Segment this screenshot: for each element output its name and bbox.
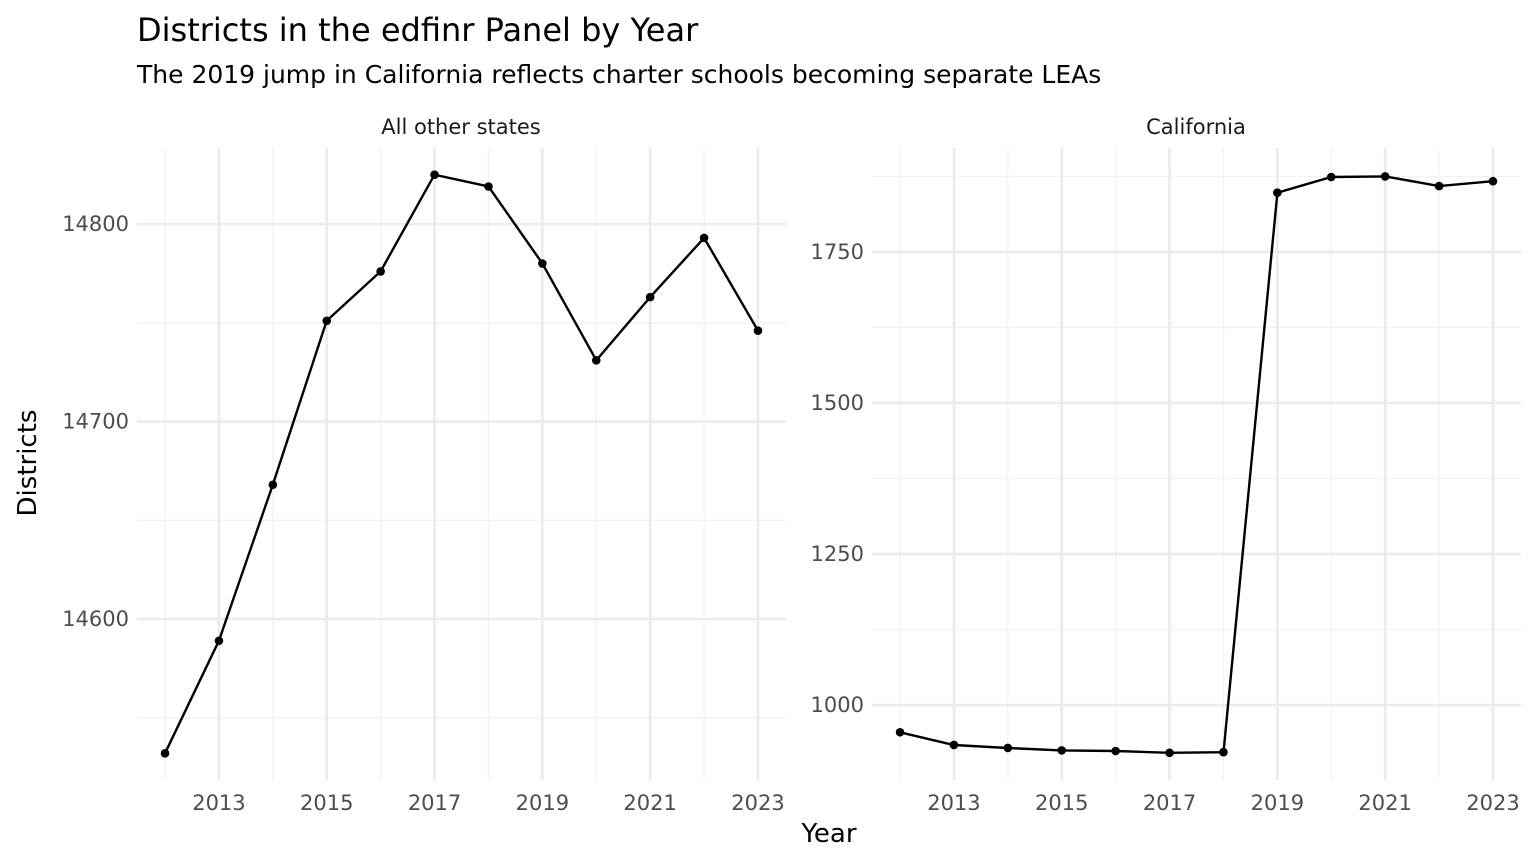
data-point <box>753 326 763 335</box>
x-tick-label: 2013 <box>927 791 980 815</box>
y-tick-label: 1000 <box>811 693 864 717</box>
data-point <box>1434 181 1444 191</box>
data-point <box>160 749 170 758</box>
data-point <box>430 170 439 179</box>
series-line <box>899 175 1494 755</box>
data-point <box>484 182 493 191</box>
data-point <box>895 727 905 737</box>
data-point <box>1380 172 1390 181</box>
data-point <box>268 480 278 490</box>
data-point <box>1273 188 1282 198</box>
y-tick-label: 14800 <box>62 212 129 236</box>
y-tick-label: 14700 <box>62 410 129 434</box>
panel-other-states: 14600 14700 14800 2013 2015 2017 2019 2021 2023 <box>62 148 786 815</box>
data-point <box>1488 176 1498 186</box>
data-point <box>949 740 959 750</box>
data-point <box>1219 747 1228 757</box>
x-tick-label: 2017 <box>1143 791 1196 815</box>
y-tick-label: 14600 <box>62 607 129 631</box>
x-tick-label: 2021 <box>623 791 676 815</box>
chart-title: Districts in the edfinr Panel by Year <box>137 11 699 49</box>
data-point <box>1165 748 1174 758</box>
x-tick-label: 2017 <box>408 791 461 815</box>
data-point <box>1057 746 1067 755</box>
x-tick-label: 2019 <box>1251 791 1304 815</box>
panel-california: 1000 1250 1500 1750 2013 2015 2017 2019 2021 2023 <box>811 148 1521 815</box>
data-point <box>591 356 601 365</box>
data-point <box>214 636 224 646</box>
series-line <box>163 173 760 754</box>
x-tick-label: 2023 <box>1466 791 1519 815</box>
x-tick-label: 2013 <box>192 791 245 815</box>
data-point <box>699 233 709 243</box>
x-tick-label: 2015 <box>1035 791 1088 815</box>
y-axis-title: Districts <box>13 410 43 517</box>
x-axis-title: Year <box>800 819 856 849</box>
data-point <box>1003 743 1013 753</box>
x-tick-label: 2021 <box>1358 791 1411 815</box>
y-tick-label: 1750 <box>811 240 864 264</box>
data-point <box>1326 172 1336 182</box>
data-point <box>538 259 547 268</box>
x-tick-label: 2023 <box>731 791 784 815</box>
x-tick-label: 2019 <box>516 791 569 815</box>
data-point <box>1111 746 1120 756</box>
y-tick-label: 1500 <box>811 391 864 415</box>
data-point <box>322 316 332 326</box>
panel-label-california: California <box>1146 115 1246 139</box>
x-tick-label: 2015 <box>300 791 353 815</box>
data-point <box>376 267 385 276</box>
data-point <box>645 292 655 302</box>
chart-subtitle: The 2019 jump in California reflects cha… <box>136 60 1101 89</box>
y-tick-label: 1250 <box>811 542 864 566</box>
panel-label-other-states: All other states <box>381 115 540 139</box>
